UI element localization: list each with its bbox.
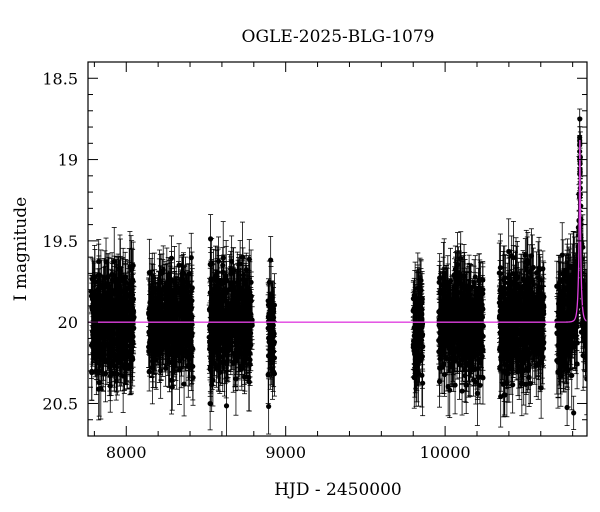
x-axis-label: HJD - 2450000 bbox=[274, 480, 402, 500]
data-point bbox=[113, 280, 119, 349]
photometry-points bbox=[88, 108, 587, 436]
chart-title: OGLE-2025-BLG-1079 bbox=[242, 27, 435, 47]
y-tick-label: 19 bbox=[58, 151, 78, 170]
y-tick-label: 20.5 bbox=[42, 394, 78, 413]
peak-point bbox=[577, 116, 583, 122]
y-tick-label: 20 bbox=[58, 313, 78, 332]
x-tick-label: 10000 bbox=[420, 443, 471, 462]
data-point bbox=[96, 348, 102, 417]
x-tick-label: 9000 bbox=[265, 443, 306, 462]
y-tick-label: 18.5 bbox=[42, 69, 78, 88]
y-axis-label: I magnitude bbox=[11, 197, 31, 301]
data-point bbox=[268, 236, 274, 285]
y-tick-label: 19.5 bbox=[42, 232, 78, 251]
x-tick-label: 8000 bbox=[106, 443, 147, 462]
data-point bbox=[564, 388, 570, 427]
